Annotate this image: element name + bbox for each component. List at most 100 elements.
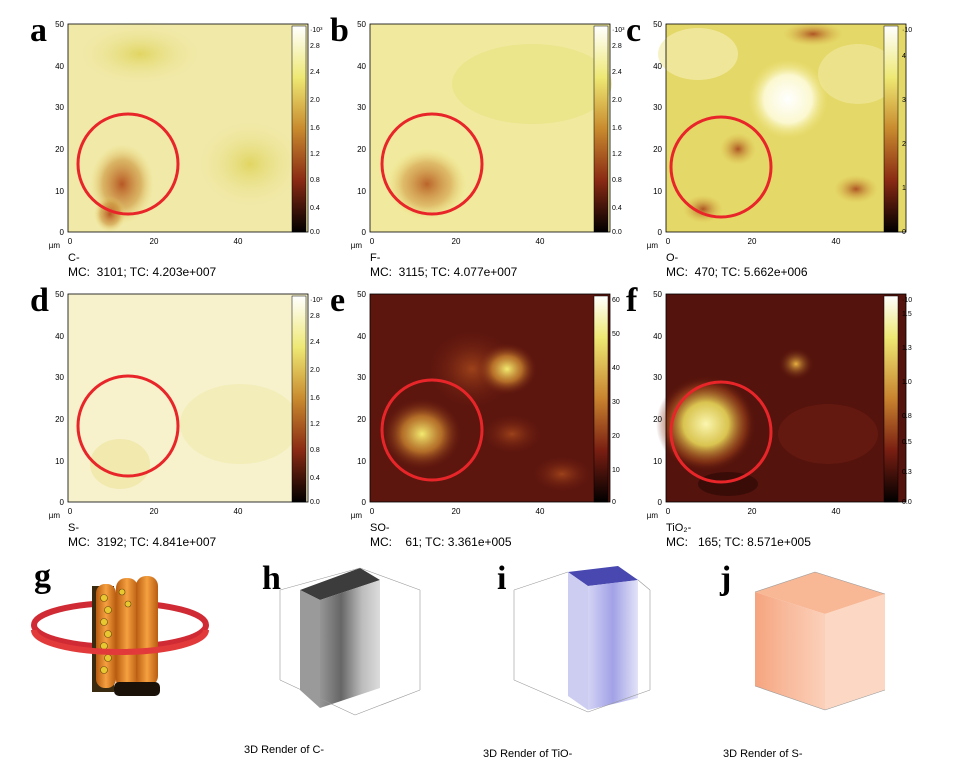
region-circle [669, 115, 773, 219]
colorbar-exponent: ·10³ [310, 297, 323, 304]
mc-tc-label: MC: 3101; TC: 4.203e+007 [68, 265, 217, 279]
colorbar-label: 2.0 [310, 97, 320, 104]
panel-letter-f: f [626, 282, 638, 319]
colorbar-label: 10 [612, 467, 620, 474]
y-tick: 30 [357, 103, 366, 112]
axis-unit: µm [351, 511, 363, 520]
ion-map-f: 50 40 30 20 10 0 µm 0 20 40 ·10 1.5 1.3 … [647, 290, 913, 520]
nanotube [136, 576, 158, 686]
colorbar-label: 20 [612, 433, 620, 440]
colorbar-label: 1 [902, 185, 906, 192]
region-circle [669, 380, 773, 484]
colorbar-label: 1.6 [310, 395, 320, 402]
colorbar-label: 2.8 [310, 43, 320, 50]
map-panel-e: 50 40 30 20 10 0 µm 0 20 40 60 50 40 30 … [332, 284, 632, 554]
ion-map-c: 50 40 30 20 10 0 µm 0 20 40 ·10 4 3 2 1 … [647, 20, 913, 250]
y-tick: 30 [653, 373, 662, 382]
axis-unit: µm [49, 241, 61, 250]
x-tick: 0 [68, 507, 73, 516]
colorbar-label: 0.0 [902, 499, 912, 506]
region-circle [380, 378, 484, 482]
y-tick: 10 [357, 187, 366, 196]
render-caption-tio: 3D Render of TiO- [483, 748, 573, 760]
cube-front [755, 592, 825, 710]
colorbar-label: 40 [612, 365, 620, 372]
cube-side [568, 572, 588, 710]
region-circle [380, 112, 484, 216]
mc-tc-label: MC: 3192; TC: 4.841e+007 [68, 535, 217, 549]
panel-letter-e: e [330, 282, 346, 319]
x-tick: 40 [234, 507, 243, 516]
colorbar [883, 295, 899, 503]
panel-letter-d: d [30, 282, 49, 319]
y-tick: 40 [357, 332, 366, 341]
colorbar-label: 60 [612, 297, 620, 304]
x-tick: 40 [832, 237, 841, 246]
y-tick: 50 [55, 290, 64, 299]
axis-unit: µm [647, 511, 659, 520]
panel-letter-c: c [626, 12, 642, 49]
tube-base [114, 682, 160, 696]
axis-unit: µm [49, 511, 61, 520]
colorbar [593, 295, 609, 503]
colorbar-label: 0.4 [310, 475, 320, 482]
x-tick: 0 [666, 237, 671, 246]
panel-letter-h: h [262, 560, 281, 597]
map-panel-c: 50 40 30 20 10 0 µm 0 20 40 ·10 4 3 2 1 … [628, 14, 928, 284]
y-tick: 50 [653, 20, 662, 29]
particles [100, 588, 132, 674]
ion-map-a: 50 40 30 20 10 0 µm 0 20 40 ·10³ 2.8 2.4… [49, 19, 323, 250]
colorbar [291, 295, 307, 503]
y-tick: 10 [653, 187, 662, 196]
x-tick: 20 [748, 237, 757, 246]
panel-letter-g: g [34, 558, 51, 595]
colorbar-label: 1.3 [902, 345, 912, 352]
axis-unit: µm [351, 241, 363, 250]
cube-front [320, 580, 380, 708]
map-panel-b: 50 40 30 20 10 0 µm 0 20 40 ·10³ 2.8 2.4… [332, 14, 632, 284]
mc-tc-label: MC: 165; TC: 8.571e+005 [666, 535, 811, 549]
colorbar-label: 1.2 [310, 421, 320, 428]
colorbar-label: 0.3 [902, 469, 912, 476]
map-panel-d: 50 40 30 20 10 0 µm 0 20 40 ·10³ 2.8 2.4… [30, 284, 330, 554]
colorbar-exponent: ·10³ [612, 27, 625, 34]
axis-unit: µm [647, 241, 659, 250]
colorbar-label: 0 [612, 499, 616, 506]
colorbar-label: 2.0 [310, 367, 320, 374]
ion-label: SO- [370, 522, 390, 534]
y-tick: 30 [653, 103, 662, 112]
ion-label: S- [68, 522, 79, 534]
y-tick: 50 [653, 290, 662, 299]
y-tick: 0 [60, 498, 65, 507]
x-tick: 20 [452, 507, 461, 516]
panel-letter-b: b [330, 12, 349, 49]
y-tick: 10 [55, 187, 64, 196]
y-tick: 40 [653, 332, 662, 341]
colorbar-label: 0.4 [310, 205, 320, 212]
nanotube [116, 578, 138, 690]
ion-label: TiO₂- [666, 522, 692, 534]
colorbar-label: 2.8 [310, 313, 320, 320]
colorbar-label: 2.4 [612, 69, 622, 76]
ion-label: F- [370, 252, 381, 264]
colorbar [593, 25, 609, 233]
x-tick: 20 [150, 237, 159, 246]
ion-label: O- [666, 252, 679, 264]
colorbar-exponent: ·10 [902, 297, 912, 304]
x-tick: 20 [150, 507, 159, 516]
colorbar-label: 2.4 [310, 69, 320, 76]
x-tick: 40 [536, 507, 545, 516]
y-tick: 0 [658, 228, 663, 237]
colorbar-label: 1.6 [612, 125, 622, 132]
y-tick: 40 [357, 62, 366, 71]
colorbar-label: 30 [612, 399, 620, 406]
render-3d-s [754, 571, 886, 711]
colorbar-label: 1.2 [612, 151, 622, 158]
cube-side [300, 590, 320, 708]
colorbar-label: 3 [902, 97, 906, 104]
map-panel-a: 50 40 30 20 10 0 µm 0 20 40 ·10³ 2.8 2.4… [30, 14, 330, 284]
cube-top [755, 572, 885, 614]
y-tick: 30 [357, 373, 366, 382]
y-tick: 20 [55, 145, 64, 154]
render-caption-c: 3D Render of C- [244, 744, 325, 756]
